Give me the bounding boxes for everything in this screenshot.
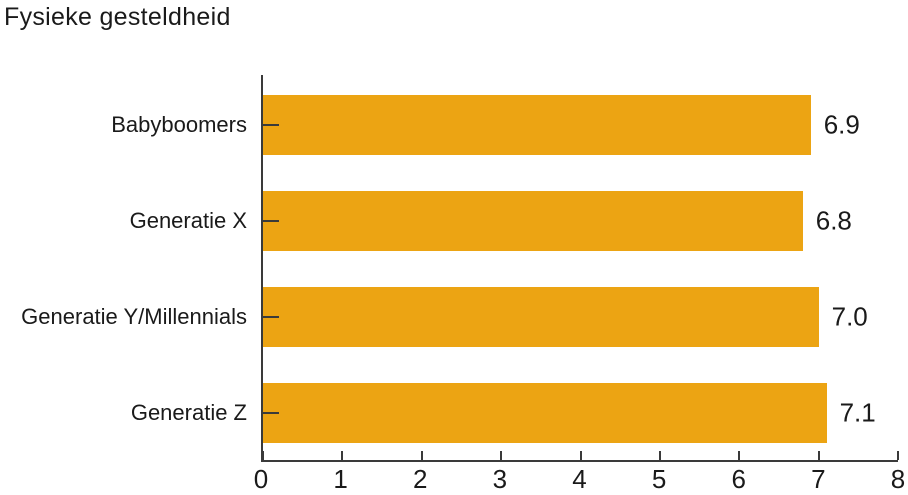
- x-axis-tick: [420, 451, 423, 460]
- x-tick-label: 4: [572, 464, 587, 494]
- y-axis-tick: [263, 412, 279, 414]
- category-label: Generatie Z: [130, 400, 247, 425]
- category-axis-labels: Babyboomers Generatie X Generatie Y/Millen…: [0, 75, 247, 462]
- y-axis-tick: [263, 124, 279, 126]
- x-tick-label: 8: [890, 464, 906, 494]
- x-axis-tick: [500, 451, 503, 460]
- plot-area: 6.9 6.8 7.0 7.1: [261, 75, 899, 462]
- x-tick-label: 5: [651, 464, 667, 494]
- x-axis-tick-labels: 0 1 2 3 4 5 6 7 8: [254, 464, 905, 494]
- bar: [263, 383, 827, 443]
- chart-title: Fysieke gesteldheid: [4, 3, 231, 31]
- x-axis-tick: [262, 451, 264, 460]
- category-label: Babyboomers: [111, 112, 247, 137]
- bar-value-label: 6.9: [823, 109, 860, 140]
- x-axis-tick: [897, 451, 899, 460]
- x-tick-label: 6: [731, 464, 746, 494]
- bar: [263, 191, 803, 251]
- x-tick-label: 0: [253, 464, 269, 494]
- bar: [263, 95, 811, 155]
- bar-value-label: 7.0: [831, 301, 868, 332]
- bar-value-label: 6.8: [815, 205, 852, 236]
- x-axis-tick: [579, 451, 582, 460]
- bar: [263, 287, 819, 347]
- category-label: Generatie X: [129, 208, 247, 233]
- x-axis-tick: [341, 451, 344, 460]
- x-axis-tick: [738, 451, 741, 460]
- x-axis-tick: [658, 451, 661, 460]
- y-axis-tick: [263, 316, 279, 318]
- x-tick-label: 7: [811, 464, 826, 494]
- x-tick-label: 1: [333, 464, 348, 494]
- x-tick-label: 3: [492, 464, 508, 494]
- bar-value-label: 7.1: [839, 397, 876, 428]
- y-axis-tick: [263, 220, 279, 222]
- x-tick-label: 2: [413, 464, 428, 494]
- x-axis-tick: [817, 451, 820, 460]
- category-label: Generatie Y/Millennials: [21, 304, 247, 329]
